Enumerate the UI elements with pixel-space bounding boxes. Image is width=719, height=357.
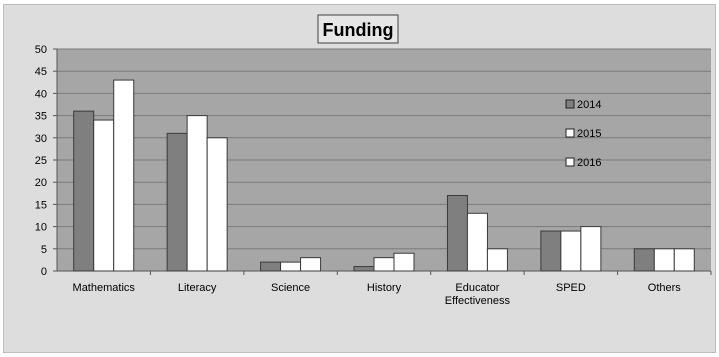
bar-2014 bbox=[447, 196, 467, 271]
x-tick-label: History bbox=[367, 282, 402, 294]
bar-2014 bbox=[541, 231, 561, 271]
y-tick-label: 45 bbox=[35, 66, 47, 78]
bar-2015 bbox=[561, 231, 581, 271]
y-tick-label: 35 bbox=[35, 111, 47, 123]
bar-2016 bbox=[301, 258, 321, 271]
legend-swatch-2016 bbox=[566, 158, 574, 166]
y-tick-label: 10 bbox=[35, 222, 47, 234]
y-tick-label: 5 bbox=[41, 244, 47, 256]
x-tick-label: Mathematics bbox=[73, 282, 136, 294]
bar-2016 bbox=[114, 80, 134, 271]
bar-2016 bbox=[674, 249, 694, 271]
bar-2015 bbox=[654, 249, 674, 271]
legend-swatch-2014 bbox=[566, 100, 574, 108]
bar-2015 bbox=[467, 213, 487, 271]
bar-2014 bbox=[634, 249, 654, 271]
y-tick-label: 40 bbox=[35, 88, 47, 100]
legend-label-2014: 2014 bbox=[577, 99, 601, 111]
chart-title-group: Funding bbox=[318, 15, 398, 43]
legend-label-2016: 2016 bbox=[577, 157, 601, 169]
bar-2015 bbox=[187, 116, 207, 271]
x-tick-label: Literacy bbox=[178, 282, 217, 294]
y-tick-label: 30 bbox=[35, 133, 47, 145]
bar-2014 bbox=[261, 262, 281, 271]
bar-2015 bbox=[94, 120, 114, 271]
y-tick-label: 15 bbox=[35, 199, 47, 211]
plot-area: 0 5 10 15 20 25 30 35 40 45 50 Mathematics Literacy S… bbox=[35, 44, 711, 307]
x-tick-label: SPED bbox=[556, 282, 586, 294]
bar-2015 bbox=[374, 258, 394, 271]
y-tick-label: 0 bbox=[41, 266, 47, 278]
x-tick-label: Others bbox=[648, 282, 682, 294]
bar-2016 bbox=[581, 227, 601, 271]
legend-swatch-2015 bbox=[566, 129, 574, 137]
y-tick-label: 50 bbox=[35, 44, 47, 56]
legend-label-2015: 2015 bbox=[577, 128, 601, 140]
x-tick-label: Science bbox=[271, 282, 310, 294]
bar-2016 bbox=[394, 253, 414, 271]
bar-2016 bbox=[487, 249, 507, 271]
bar-2014 bbox=[354, 267, 374, 271]
y-tick-label: 25 bbox=[35, 155, 47, 167]
chart-title: Funding bbox=[323, 20, 394, 40]
funding-bar-chart: 0 5 10 15 20 25 30 35 40 45 50 Mathematics Literacy S… bbox=[4, 5, 717, 354]
bar-2016 bbox=[207, 138, 227, 271]
bar-2015 bbox=[281, 262, 301, 271]
x-tick-label: Educator Effectiveness bbox=[445, 282, 511, 307]
bar-2014 bbox=[74, 111, 94, 271]
y-tick-label: 20 bbox=[35, 177, 47, 189]
chart-container: 0 5 10 15 20 25 30 35 40 45 50 Mathematics Literacy S… bbox=[3, 4, 716, 353]
bar-2014 bbox=[167, 133, 187, 271]
